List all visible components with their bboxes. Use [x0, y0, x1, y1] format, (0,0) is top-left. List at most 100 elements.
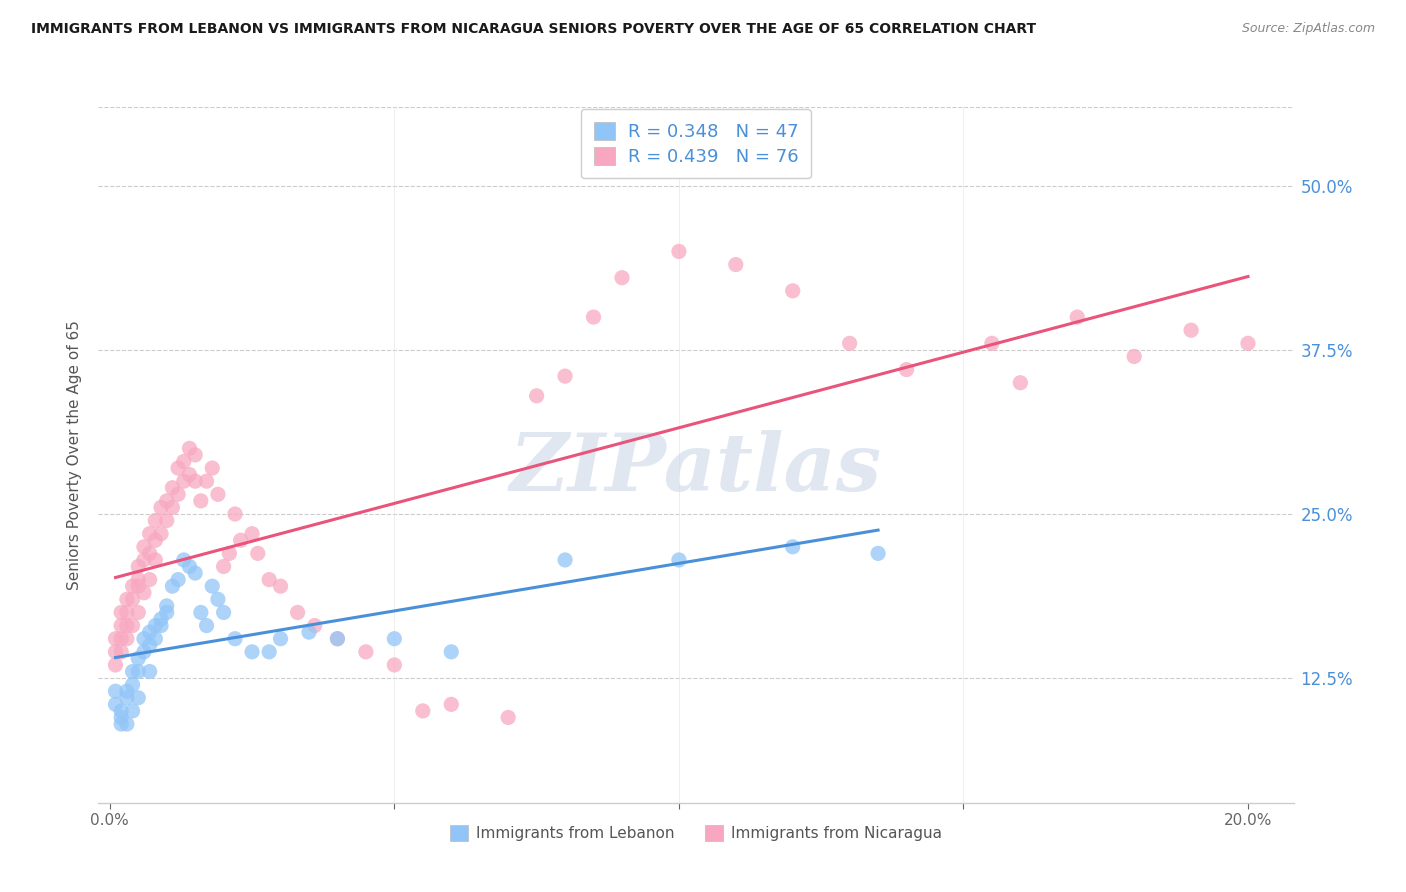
Point — [354, 645, 377, 659]
Point — [132, 586, 155, 600]
Point — [326, 632, 349, 646]
Legend: Immigrants from Lebanon, Immigrants from Nicaragua: Immigrants from Lebanon, Immigrants from… — [444, 819, 948, 847]
Point — [184, 566, 207, 580]
Point — [382, 657, 405, 672]
Point — [179, 467, 201, 482]
Point — [201, 579, 224, 593]
Point — [110, 632, 132, 646]
Point — [115, 684, 138, 698]
Point — [143, 533, 166, 548]
Point — [382, 632, 405, 646]
Point — [184, 448, 207, 462]
Text: ZIPatlas: ZIPatlas — [510, 430, 882, 508]
Point — [173, 454, 195, 468]
Point — [138, 625, 160, 640]
Point — [229, 533, 252, 548]
Point — [270, 579, 292, 593]
Point — [304, 618, 326, 632]
Point — [179, 559, 201, 574]
Point — [246, 546, 269, 560]
Point — [257, 573, 280, 587]
Point — [115, 618, 138, 632]
Point — [138, 665, 160, 679]
Point — [212, 559, 235, 574]
Point — [1010, 376, 1032, 390]
Point — [440, 645, 463, 659]
Point — [270, 632, 292, 646]
Point — [1237, 336, 1260, 351]
Point — [121, 592, 143, 607]
Point — [110, 710, 132, 724]
Point — [201, 461, 224, 475]
Point — [668, 553, 690, 567]
Point — [115, 606, 138, 620]
Point — [412, 704, 434, 718]
Point — [104, 684, 127, 698]
Point — [195, 618, 218, 632]
Point — [190, 494, 212, 508]
Point — [1123, 350, 1146, 364]
Point — [143, 632, 166, 646]
Point — [980, 336, 1002, 351]
Point — [1066, 310, 1088, 324]
Point — [110, 645, 132, 659]
Point — [150, 500, 173, 515]
Point — [115, 632, 138, 646]
Point — [173, 553, 195, 567]
Point — [127, 665, 149, 679]
Point — [132, 553, 155, 567]
Point — [554, 553, 576, 567]
Point — [150, 612, 173, 626]
Point — [127, 606, 149, 620]
Point — [218, 546, 240, 560]
Point — [207, 487, 229, 501]
Point — [240, 645, 263, 659]
Point — [212, 606, 235, 620]
Point — [143, 514, 166, 528]
Point — [868, 546, 890, 560]
Point — [150, 618, 173, 632]
Point — [195, 474, 218, 488]
Point — [115, 690, 138, 705]
Point — [240, 526, 263, 541]
Point — [526, 389, 548, 403]
Point — [143, 618, 166, 632]
Point — [138, 546, 160, 560]
Point — [440, 698, 463, 712]
Text: IMMIGRANTS FROM LEBANON VS IMMIGRANTS FROM NICARAGUA SENIORS POVERTY OVER THE AG: IMMIGRANTS FROM LEBANON VS IMMIGRANTS FR… — [31, 22, 1036, 37]
Point — [173, 474, 195, 488]
Point — [184, 474, 207, 488]
Point — [1180, 323, 1202, 337]
Point — [896, 362, 918, 376]
Point — [582, 310, 605, 324]
Point — [190, 606, 212, 620]
Point — [167, 573, 190, 587]
Point — [167, 487, 190, 501]
Point — [121, 704, 143, 718]
Point — [207, 592, 229, 607]
Point — [156, 599, 179, 613]
Point — [224, 632, 246, 646]
Point — [110, 704, 132, 718]
Point — [121, 665, 143, 679]
Point — [156, 606, 179, 620]
Text: Source: ZipAtlas.com: Source: ZipAtlas.com — [1241, 22, 1375, 36]
Point — [257, 645, 280, 659]
Point — [127, 579, 149, 593]
Point — [179, 442, 201, 456]
Point — [127, 690, 149, 705]
Point — [298, 625, 321, 640]
Point — [156, 514, 179, 528]
Point — [156, 494, 179, 508]
Point — [287, 606, 309, 620]
Y-axis label: Seniors Poverty Over the Age of 65: Seniors Poverty Over the Age of 65 — [67, 320, 83, 590]
Point — [150, 526, 173, 541]
Point — [127, 573, 149, 587]
Point — [115, 592, 138, 607]
Point — [104, 657, 127, 672]
Point — [132, 632, 155, 646]
Point — [110, 606, 132, 620]
Point — [110, 618, 132, 632]
Point — [554, 369, 576, 384]
Point — [138, 526, 160, 541]
